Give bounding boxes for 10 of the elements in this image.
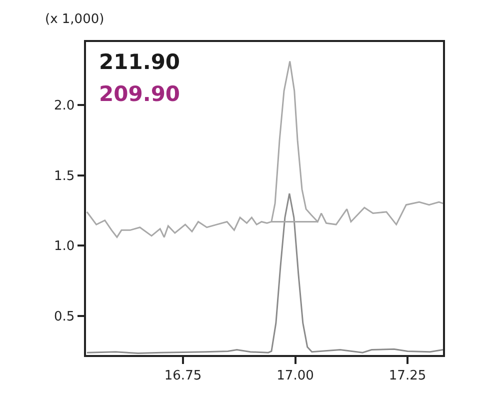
x-tick-label: 17.00 xyxy=(276,368,314,384)
y-axis-title: (x 1,000) xyxy=(45,12,104,27)
y-tick-label: 1.5 xyxy=(54,168,75,184)
annotation: 211.90 xyxy=(99,50,180,74)
y-tick-label: 1.0 xyxy=(54,239,75,254)
x-tick-label: 17.25 xyxy=(388,368,426,384)
y-tick-label: 2.0 xyxy=(54,98,75,114)
annotation: 209.90 xyxy=(99,82,180,106)
x-tick-label: 16.75 xyxy=(164,368,202,384)
y-tick-label: 0.5 xyxy=(54,310,75,325)
